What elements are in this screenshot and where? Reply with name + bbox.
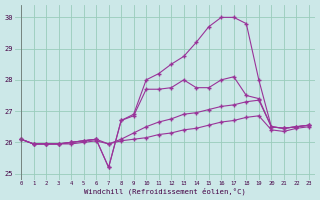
X-axis label: Windchill (Refroidissement éolien,°C): Windchill (Refroidissement éolien,°C) xyxy=(84,188,246,195)
